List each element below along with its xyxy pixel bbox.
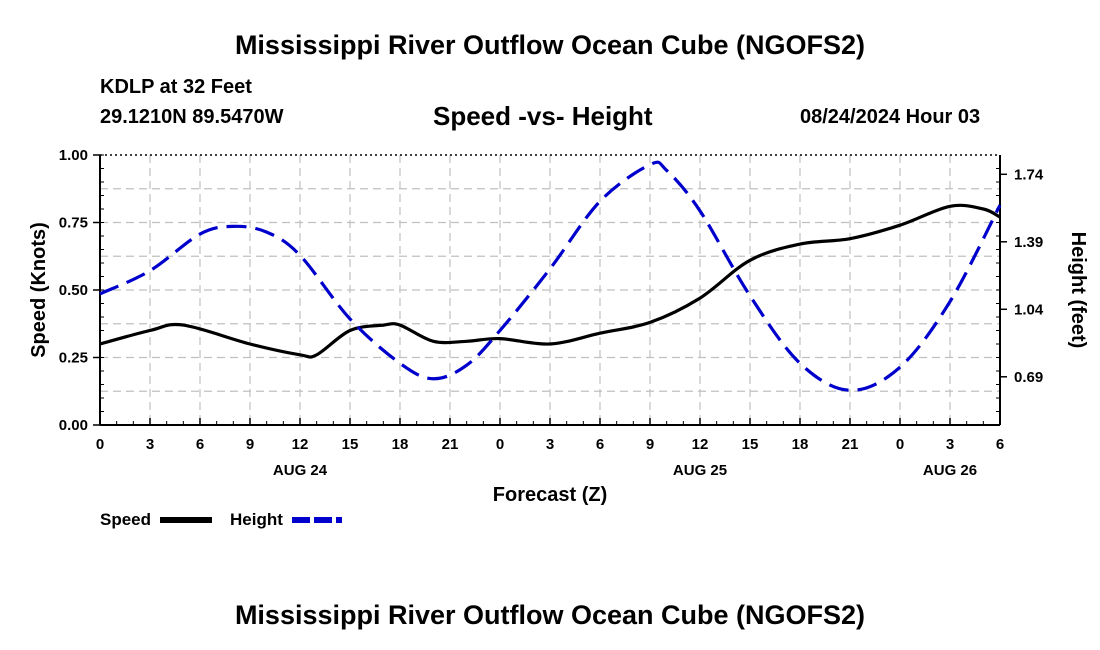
x-date-label: AUG 24 [273, 462, 328, 479]
x-tick-label: 15 [342, 436, 359, 453]
legend-label-speed: Speed [100, 510, 151, 529]
x-tick-label: 3 [546, 436, 554, 453]
station-coordinates: 29.1210N 89.5470W [100, 106, 284, 128]
series-line-speed [99, 203, 1001, 359]
series-line-height [99, 160, 1002, 392]
x-tick-label: 12 [692, 436, 709, 453]
x-tick-label: 9 [246, 436, 254, 453]
x-tick-label: 12 [292, 436, 309, 453]
y-tick-label: 0.50 [59, 282, 88, 299]
y2-tick-label: 1.74 [1014, 166, 1044, 183]
y-tick-label: 0.75 [59, 215, 88, 232]
x-tick-label: 21 [842, 436, 859, 453]
forecast-datetime: 08/24/2024 Hour 03 [800, 106, 981, 128]
footer-title: Mississippi River Outflow Ocean Cube (NG… [234, 600, 866, 630]
station-label: KDLP at 32 Feet [100, 76, 252, 98]
x-date-label: AUG 25 [673, 462, 727, 479]
y2-axis-label: Height (feet) [1067, 232, 1089, 349]
page-title: Mississippi River Outflow Ocean Cube (NG… [234, 30, 866, 60]
y-tick-label: 0.25 [59, 350, 88, 367]
y2-tick-label: 1.39 [1014, 234, 1043, 251]
x-tick-label: 9 [646, 436, 654, 453]
y-axis-label: Speed (Knots) [28, 222, 50, 358]
y2-tick-label: 1.04 [1014, 301, 1044, 318]
x-axis-label: Forecast (Z) [493, 484, 607, 506]
x-tick-label: 3 [146, 436, 154, 453]
x-tick-label: 6 [996, 436, 1004, 453]
chart-subtitle: Speed -vs- Height [433, 101, 653, 131]
x-tick-label: 0 [896, 436, 904, 453]
x-tick-label: 21 [442, 436, 459, 453]
x-tick-label: 18 [792, 436, 809, 453]
x-tick-label: 6 [196, 436, 204, 453]
legend-label-height: Height [230, 510, 283, 529]
x-tick-label: 0 [96, 436, 104, 453]
y-tick-label: 1.00 [59, 147, 88, 164]
x-tick-label: 3 [946, 436, 954, 453]
x-date-label: AUG 26 [923, 462, 977, 479]
x-tick-label: 18 [392, 436, 409, 453]
y-tick-label: 0.00 [59, 417, 88, 434]
x-tick-label: 6 [596, 436, 604, 453]
x-tick-label: 15 [742, 436, 759, 453]
x-tick-label: 0 [496, 436, 504, 453]
y2-tick-label: 0.69 [1014, 369, 1043, 386]
